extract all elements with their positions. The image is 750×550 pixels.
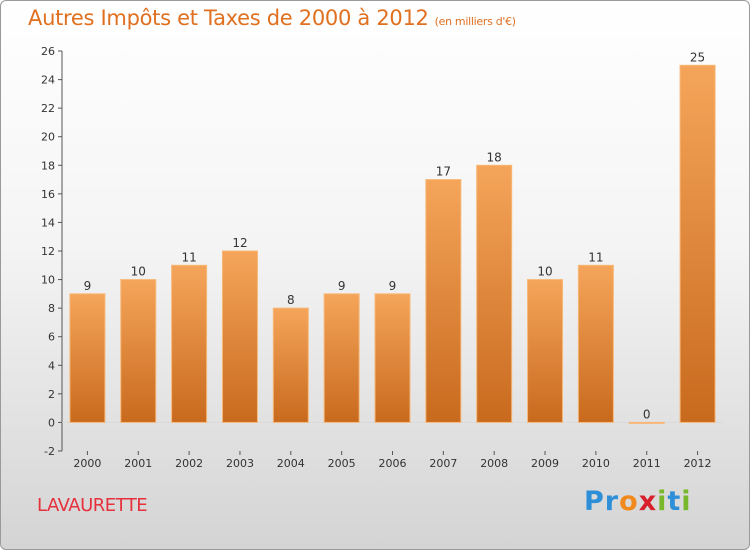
bar [221, 250, 258, 423]
bar [425, 179, 462, 423]
bar [272, 307, 309, 423]
x-tick-label: 2000 [73, 457, 101, 470]
y-tick-label: 16 [41, 188, 55, 201]
bar [69, 293, 106, 423]
y-tick-label: 10 [41, 274, 55, 287]
y-tick-label: 6 [48, 331, 55, 344]
proxiti-logo: Proxiti [584, 486, 692, 517]
logo-letter: o [619, 486, 639, 517]
bar [120, 279, 157, 423]
logo-letter: i [657, 486, 668, 517]
logo-letter: x [638, 486, 658, 517]
y-tick-label: 4 [48, 359, 55, 372]
y-tick-label: 22 [41, 102, 55, 115]
y-tick-label: 2 [48, 388, 55, 401]
y-tick-label: 18 [41, 159, 55, 172]
bar-value-label: 11 [588, 250, 603, 264]
bar-value-label: 10 [131, 265, 146, 279]
logo-letter: t [667, 486, 682, 517]
x-tick-label: 2009 [531, 457, 559, 470]
bar [679, 64, 716, 423]
logo-letter: i [681, 486, 692, 517]
logo-letter: P [584, 486, 605, 517]
bar-value-label: 0 [643, 407, 651, 421]
bar-value-label: 9 [389, 279, 397, 293]
y-tick-label: -2 [44, 445, 55, 458]
x-tick-label: 2004 [277, 457, 305, 470]
chart-title: Autres Impôts et Taxes de 2000 à 2012 (en… [28, 6, 516, 30]
bar [527, 279, 564, 423]
y-tick-label: 0 [48, 416, 55, 429]
x-tick-label: 2006 [379, 457, 407, 470]
bar [476, 164, 513, 423]
bar-value-label: 10 [537, 265, 552, 279]
x-tick-label: 2011 [633, 457, 661, 470]
x-tick-label: 2001 [124, 457, 152, 470]
bar-value-label: 9 [84, 279, 92, 293]
y-tick-label: 20 [41, 131, 55, 144]
y-tick-label: 14 [41, 216, 55, 229]
x-tick-label: 2012 [684, 457, 712, 470]
x-tick-label: 2002 [175, 457, 203, 470]
bar-value-label: 18 [487, 150, 502, 164]
x-tick-label: 2007 [429, 457, 457, 470]
y-tick-label: 8 [48, 302, 55, 315]
bar [171, 264, 208, 423]
y-tick-label: 26 [41, 45, 55, 58]
x-tick-label: 2008 [480, 457, 508, 470]
chart-unit: (en milliers d'€) [434, 15, 516, 28]
bar-value-label: 9 [338, 279, 346, 293]
commune-name: LAVAURETTE [37, 495, 148, 516]
bar-value-label: 11 [181, 250, 196, 264]
bar-value-label: 8 [287, 293, 295, 307]
bar [323, 293, 360, 423]
y-tick-label: 12 [41, 245, 55, 258]
bar [374, 293, 411, 423]
bar [628, 421, 665, 424]
bar-value-label: 17 [436, 165, 451, 179]
chart-title-text: Autres Impôts et Taxes de 2000 à 2012 [28, 6, 429, 30]
x-tick-label: 2010 [582, 457, 610, 470]
x-tick-label: 2005 [328, 457, 356, 470]
bar [577, 264, 614, 423]
bar-value-label: 12 [232, 236, 247, 250]
y-tick-label: 24 [41, 74, 55, 87]
logo-letter: r [604, 486, 620, 517]
x-tick-label: 2003 [226, 457, 254, 470]
bar-value-label: 25 [690, 50, 705, 64]
